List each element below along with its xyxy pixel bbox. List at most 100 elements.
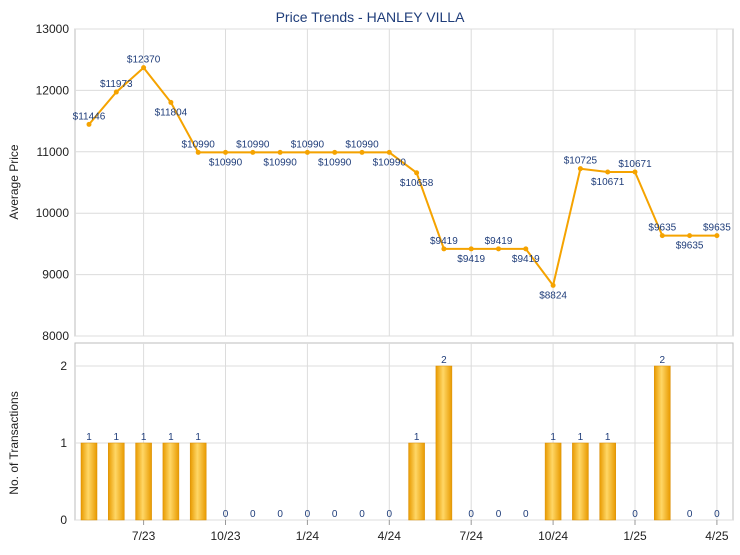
transaction-bar xyxy=(408,442,425,521)
transaction-count-label: 0 xyxy=(332,509,338,520)
price-point xyxy=(359,149,365,155)
price-point xyxy=(414,170,420,176)
transaction-count-label: 1 xyxy=(86,432,92,443)
price-data-label: $9419 xyxy=(430,236,458,247)
price-data-label: $9419 xyxy=(457,254,485,265)
price-data-label: $10990 xyxy=(373,157,407,168)
transaction-count-label: 1 xyxy=(195,432,201,443)
transaction-count-label: 1 xyxy=(414,432,420,443)
x-tick-label: 7/23 xyxy=(132,529,156,543)
price-point xyxy=(468,246,474,252)
x-tick-label: 10/23 xyxy=(210,529,240,543)
transactions-y-tick: 0 xyxy=(60,513,67,527)
price-point xyxy=(250,149,256,155)
transaction-bar xyxy=(572,442,589,521)
transaction-count-label: 0 xyxy=(305,509,311,520)
price-y-tick: 13000 xyxy=(36,22,70,36)
transaction-count-label: 2 xyxy=(660,355,666,366)
price-data-label: $11973 xyxy=(100,79,133,90)
transactions-y-tick: 1 xyxy=(60,436,67,450)
price-data-label: $10990 xyxy=(318,157,352,168)
transaction-bar xyxy=(80,442,98,521)
x-tick-label: 1/24 xyxy=(296,529,320,543)
price-data-label: $10671 xyxy=(591,177,625,188)
price-data-label: $9419 xyxy=(512,254,540,265)
transaction-bar xyxy=(189,442,207,521)
transactions-plot-area xyxy=(74,342,734,521)
price-point xyxy=(687,233,693,239)
price-data-label: $9635 xyxy=(648,223,676,234)
price-data-label: $10725 xyxy=(564,156,598,167)
transaction-count-label: 0 xyxy=(250,509,256,520)
price-point xyxy=(577,166,583,172)
bottom-y-axis-label: No. of Transactions xyxy=(7,391,21,494)
price-y-tick: 11000 xyxy=(37,145,70,159)
transaction-count-label: 1 xyxy=(141,432,147,443)
price-data-label: $10990 xyxy=(291,139,325,150)
transaction-bar xyxy=(162,442,180,521)
transactions-panel: 0 1 2 7/23 10/23 1/24 4/24 7/24 10/24 1/25 4/25 1 1 1… xyxy=(60,342,734,543)
price-point xyxy=(523,246,529,252)
price-series-line xyxy=(88,66,717,288)
transaction-count-label: 1 xyxy=(114,432,120,443)
price-data-label: $10990 xyxy=(182,139,216,150)
price-data-label: $10990 xyxy=(263,157,297,168)
price-point xyxy=(496,246,501,252)
transaction-count-label: 0 xyxy=(687,509,693,520)
transaction-bar xyxy=(599,442,616,521)
transaction-bar xyxy=(135,442,152,521)
price-data-label: $10990 xyxy=(345,139,379,150)
transaction-bar xyxy=(654,365,671,521)
transaction-count-label: 2 xyxy=(441,355,447,366)
transaction-count-label: 0 xyxy=(468,509,474,520)
price-data-label: $10671 xyxy=(618,159,652,170)
x-tick-label: 4/24 xyxy=(378,529,402,543)
price-y-tick: 12000 xyxy=(36,83,70,97)
x-tick-label: 10/24 xyxy=(538,529,568,543)
price-data-label: $11804 xyxy=(155,107,188,118)
price-data-label: $10658 xyxy=(400,178,434,189)
price-point xyxy=(141,65,147,71)
transaction-count-label: 1 xyxy=(578,432,584,443)
transaction-count-label: 1 xyxy=(168,432,174,443)
transaction-count-label: 0 xyxy=(714,509,720,520)
price-data-label: $10990 xyxy=(236,139,270,150)
top-y-axis-label: Average Price xyxy=(7,144,21,219)
price-point xyxy=(714,233,720,239)
price-point xyxy=(550,282,556,288)
x-tick-label: 1/25 xyxy=(623,529,647,543)
transaction-count-label: 0 xyxy=(523,509,529,520)
price-data-label: $10990 xyxy=(209,157,243,168)
price-point xyxy=(386,149,392,155)
price-point xyxy=(441,246,447,252)
transaction-bar xyxy=(544,442,562,521)
transactions-y-tick: 2 xyxy=(60,359,67,373)
transaction-count-label: 0 xyxy=(359,509,365,520)
price-point xyxy=(277,149,283,155)
transaction-count-label: 0 xyxy=(277,509,283,520)
price-data-label: $9419 xyxy=(485,236,513,247)
price-point xyxy=(195,149,201,155)
price-data-label: $9635 xyxy=(676,241,704,252)
price-point xyxy=(659,233,665,239)
price-data-label: $11446 xyxy=(73,111,106,122)
price-point xyxy=(605,169,611,175)
transaction-count-label: 0 xyxy=(387,509,393,520)
price-point xyxy=(632,169,638,175)
price-data-label: $12370 xyxy=(127,55,161,66)
chart-title: Price Trends - HANLEY VILLA xyxy=(276,9,465,25)
price-point xyxy=(86,121,92,127)
x-tick-label: 4/25 xyxy=(705,529,729,543)
transaction-count-label: 0 xyxy=(496,509,502,520)
transaction-bar xyxy=(435,365,453,521)
transaction-count-label: 0 xyxy=(223,509,229,520)
transaction-count-label: 1 xyxy=(550,432,556,443)
transaction-count-label: 1 xyxy=(605,432,611,443)
price-y-tick: 10000 xyxy=(36,206,70,220)
price-plot-area xyxy=(74,28,734,337)
price-y-tick: 8000 xyxy=(42,329,69,343)
transaction-count-label: 0 xyxy=(632,509,638,520)
price-point xyxy=(113,89,119,95)
